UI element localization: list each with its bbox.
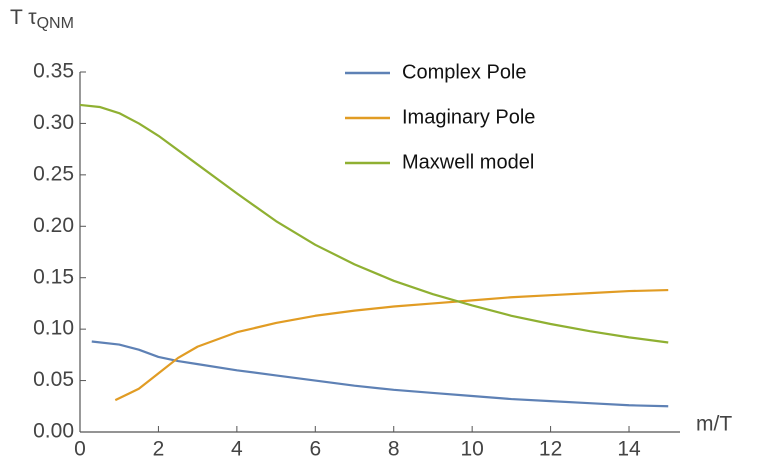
x-tick-label: 12: [539, 438, 562, 461]
x-tick-label: 2: [153, 438, 165, 461]
y-tick-label: 0.25: [33, 162, 74, 185]
y-tick-label: 0.20: [33, 214, 74, 237]
y-tick-label: 0.35: [33, 60, 74, 83]
series-line: [114, 288, 669, 402]
y-axis-label: T τQNM: [10, 6, 74, 33]
x-tick-label: 6: [309, 438, 321, 461]
series-line: [79, 103, 669, 344]
y-tick-label: 0.30: [33, 111, 74, 134]
x-tick-label: 0: [74, 438, 86, 461]
x-axis-label: m/T: [696, 413, 732, 436]
x-tick-label: 8: [388, 438, 400, 461]
y-tick-label: 0.05: [33, 368, 74, 391]
legend-label: Maxwell model: [402, 151, 534, 173]
x-tick-label: 14: [617, 438, 641, 461]
y-tick-label: 0.15: [33, 265, 74, 288]
x-tick-label: 4: [231, 438, 243, 461]
series-line: [91, 340, 669, 408]
x-tick-label: 10: [460, 438, 483, 461]
y-tick-label: 0.00: [33, 420, 74, 443]
legend-label: Complex Pole: [402, 61, 527, 83]
legend-label: Imaginary Pole: [402, 106, 535, 128]
y-tick-label: 0.10: [33, 317, 74, 340]
